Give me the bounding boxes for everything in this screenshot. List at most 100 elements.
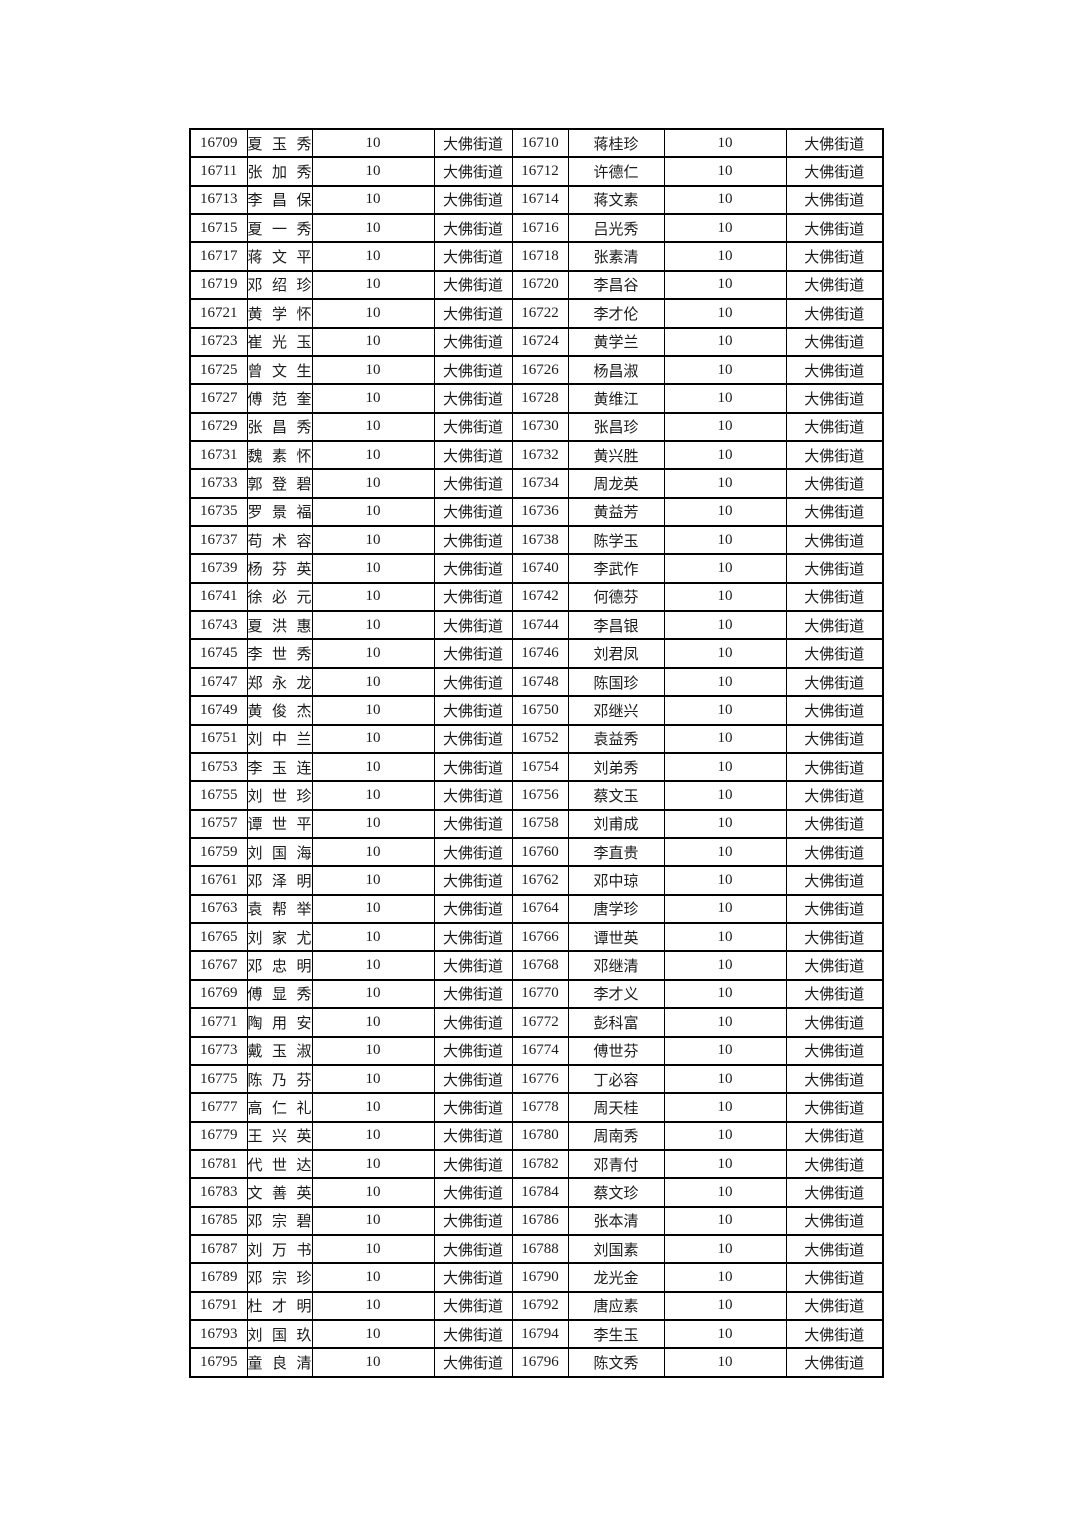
right-id-cell: 16732 (511, 439, 569, 471)
left-id-cell: 16739 (189, 553, 248, 584)
left-street-cell: 大佛街道 (433, 326, 513, 357)
left-id-cell: 16721 (189, 298, 248, 329)
right-amount-cell: 10 (663, 383, 787, 414)
right-id-cell: 16726 (511, 354, 569, 386)
left-amount-cell: 10 (311, 298, 435, 329)
left-street-cell: 大佛街道 (433, 751, 513, 783)
table-row: 16725 曾文生 10 大佛街道 16726 杨昌淑 10 大佛街道 (189, 354, 884, 386)
right-amount-cell: 10 (663, 978, 787, 1010)
left-amount-cell: 10 (311, 213, 435, 244)
left-id-cell: 16743 (189, 610, 248, 641)
left-id-cell: 16795 (189, 1347, 248, 1378)
table-row: 16765 刘家尤 10 大佛街道 16766 谭世英 10 大佛街道 (189, 922, 884, 953)
right-street-cell: 大佛街道 (785, 1092, 884, 1123)
right-amount-cell: 10 (663, 411, 787, 442)
right-street-cell: 大佛街道 (785, 383, 884, 414)
left-name-cell: 张昌秀 (246, 411, 313, 442)
left-street-cell: 大佛街道 (433, 468, 513, 499)
right-street-cell: 大佛街道 (785, 808, 884, 839)
right-street-cell: 大佛街道 (785, 893, 884, 925)
left-amount-cell: 10 (311, 610, 435, 641)
left-amount-cell: 10 (311, 808, 435, 839)
left-street-cell: 大佛街道 (433, 1205, 513, 1237)
left-id-cell: 16757 (189, 808, 248, 839)
left-name-cell: 陈乃芬 (246, 1063, 313, 1095)
right-id-cell: 16768 (511, 950, 569, 981)
table-row: 16773 戴玉淑 10 大佛街道 16774 傅世芬 10 大佛街道 (189, 1035, 884, 1066)
left-street-cell: 大佛街道 (433, 241, 513, 272)
right-street-cell: 大佛街道 (785, 1234, 884, 1265)
right-id-cell: 16740 (511, 553, 569, 584)
right-amount-cell: 10 (663, 326, 787, 357)
left-id-cell: 16777 (189, 1092, 248, 1123)
left-street-cell: 大佛街道 (433, 808, 513, 839)
right-id-cell: 16750 (511, 695, 569, 726)
table-row: 16711 张加秀 10 大佛街道 16712 许德仁 10 大佛街道 (189, 156, 884, 187)
left-street-cell: 大佛街道 (433, 780, 513, 811)
table-row: 16779 王兴英 10 大佛街道 16780 周南秀 10 大佛街道 (189, 1120, 884, 1151)
left-amount-cell: 10 (311, 1092, 435, 1123)
table-row: 16737 苟术容 10 大佛街道 16738 陈学玉 10 大佛街道 (189, 525, 884, 556)
right-name-cell: 黄兴胜 (567, 439, 665, 471)
right-street-cell: 大佛街道 (785, 695, 884, 726)
right-street-cell: 大佛街道 (785, 1205, 884, 1237)
left-id-cell: 16737 (189, 525, 248, 556)
right-id-cell: 16762 (511, 865, 569, 896)
right-amount-cell: 10 (663, 525, 787, 556)
right-amount-cell: 10 (663, 666, 787, 698)
left-street-cell: 大佛街道 (433, 1063, 513, 1095)
left-name-cell: 刘国玖 (246, 1319, 313, 1350)
left-amount-cell: 10 (311, 638, 435, 669)
left-street-cell: 大佛街道 (433, 411, 513, 442)
left-name-cell: 李玉连 (246, 751, 313, 783)
left-id-cell: 16713 (189, 184, 248, 216)
left-id-cell: 16767 (189, 950, 248, 981)
left-id-cell: 16745 (189, 638, 248, 669)
left-amount-cell: 10 (311, 666, 435, 698)
left-name-cell: 谭世平 (246, 808, 313, 839)
right-name-cell: 李昌谷 (567, 269, 665, 301)
left-name-cell: 黄俊杰 (246, 695, 313, 726)
left-name-cell: 邓宗碧 (246, 1205, 313, 1237)
right-amount-cell: 10 (663, 269, 787, 301)
table-row: 16739 杨芬英 10 大佛街道 16740 李武作 10 大佛街道 (189, 553, 884, 584)
table-row: 16767 邓忠明 10 大佛街道 16768 邓继清 10 大佛街道 (189, 950, 884, 981)
left-amount-cell: 10 (311, 156, 435, 187)
right-amount-cell: 10 (663, 922, 787, 953)
left-name-cell: 杨芬英 (246, 553, 313, 584)
right-id-cell: 16728 (511, 383, 569, 414)
right-amount-cell: 10 (663, 213, 787, 244)
table-row: 16729 张昌秀 10 大佛街道 16730 张昌珍 10 大佛街道 (189, 411, 884, 442)
right-amount-cell: 10 (663, 241, 787, 272)
left-name-cell: 黄学怀 (246, 298, 313, 329)
left-name-cell: 邓绍珍 (246, 269, 313, 301)
table-row: 16713 李昌保 10 大佛街道 16714 蒋文素 10 大佛街道 (189, 184, 884, 216)
table-row: 16715 夏一秀 10 大佛街道 16716 吕光秀 10 大佛街道 (189, 213, 884, 244)
left-id-cell: 16755 (189, 780, 248, 811)
left-id-cell: 16791 (189, 1290, 248, 1322)
right-id-cell: 16712 (511, 156, 569, 187)
right-name-cell: 李武作 (567, 553, 665, 584)
left-amount-cell: 10 (311, 496, 435, 528)
left-amount-cell: 10 (311, 1234, 435, 1265)
left-id-cell: 16731 (189, 439, 248, 471)
left-street-cell: 大佛街道 (433, 383, 513, 414)
left-street-cell: 大佛街道 (433, 1092, 513, 1123)
right-amount-cell: 10 (663, 127, 787, 159)
right-id-cell: 16764 (511, 893, 569, 925)
left-amount-cell: 10 (311, 1063, 435, 1095)
right-name-cell: 蒋桂珍 (567, 127, 665, 159)
table-row: 16727 傅范奎 10 大佛街道 16728 黄维江 10 大佛街道 (189, 383, 884, 414)
left-street-cell: 大佛街道 (433, 184, 513, 216)
right-street-cell: 大佛街道 (785, 836, 884, 868)
right-id-cell: 16770 (511, 978, 569, 1010)
left-amount-cell: 10 (311, 978, 435, 1010)
left-name-cell: 刘万书 (246, 1234, 313, 1265)
right-id-cell: 16754 (511, 751, 569, 783)
right-amount-cell: 10 (663, 354, 787, 386)
right-amount-cell: 10 (663, 1035, 787, 1066)
left-street-cell: 大佛街道 (433, 950, 513, 981)
right-id-cell: 16774 (511, 1035, 569, 1066)
right-amount-cell: 10 (663, 751, 787, 783)
left-id-cell: 16779 (189, 1120, 248, 1151)
